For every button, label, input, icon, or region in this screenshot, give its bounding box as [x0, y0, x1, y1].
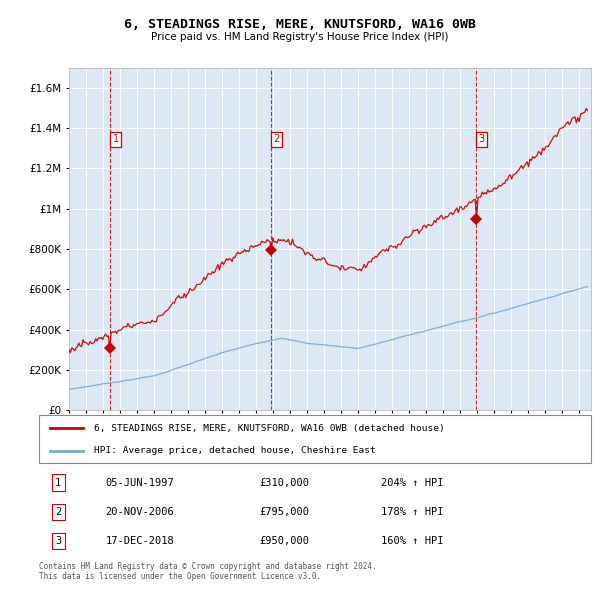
- Text: 2: 2: [55, 507, 61, 517]
- Text: 3: 3: [479, 135, 485, 145]
- Text: £950,000: £950,000: [260, 536, 310, 546]
- Text: 204% ↑ HPI: 204% ↑ HPI: [381, 477, 444, 487]
- Text: 17-DEC-2018: 17-DEC-2018: [105, 536, 174, 546]
- FancyBboxPatch shape: [39, 415, 591, 463]
- Text: £310,000: £310,000: [260, 477, 310, 487]
- Text: 3: 3: [55, 536, 61, 546]
- Text: HPI: Average price, detached house, Cheshire East: HPI: Average price, detached house, Ches…: [94, 446, 376, 455]
- Text: 2: 2: [274, 135, 280, 145]
- Text: 6, STEADINGS RISE, MERE, KNUTSFORD, WA16 0WB (detached house): 6, STEADINGS RISE, MERE, KNUTSFORD, WA16…: [94, 424, 445, 433]
- Text: 1: 1: [113, 135, 119, 145]
- Text: 178% ↑ HPI: 178% ↑ HPI: [381, 507, 444, 517]
- Text: 160% ↑ HPI: 160% ↑ HPI: [381, 536, 444, 546]
- Text: 1: 1: [55, 477, 61, 487]
- Text: 20-NOV-2006: 20-NOV-2006: [105, 507, 174, 517]
- Text: £795,000: £795,000: [260, 507, 310, 517]
- Text: Price paid vs. HM Land Registry's House Price Index (HPI): Price paid vs. HM Land Registry's House …: [151, 32, 449, 42]
- Text: 05-JUN-1997: 05-JUN-1997: [105, 477, 174, 487]
- Text: Contains HM Land Registry data © Crown copyright and database right 2024.
This d: Contains HM Land Registry data © Crown c…: [39, 562, 377, 581]
- Text: 6, STEADINGS RISE, MERE, KNUTSFORD, WA16 0WB: 6, STEADINGS RISE, MERE, KNUTSFORD, WA16…: [124, 18, 476, 31]
